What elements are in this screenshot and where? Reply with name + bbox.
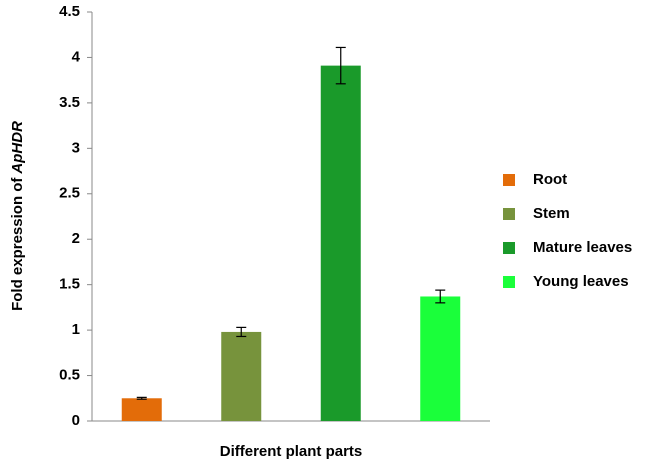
y-axis-label-text: Fold expression of <box>9 177 26 311</box>
legend-label: Mature leaves <box>533 239 632 256</box>
y-tick-label: 4.5 <box>59 3 80 20</box>
y-tick-label: 4 <box>72 48 81 65</box>
legend-label: Young leaves <box>533 273 629 290</box>
legend-label: Stem <box>533 205 570 222</box>
y-tick-label: 2.5 <box>59 185 80 202</box>
legend-swatch <box>503 242 515 254</box>
bar <box>320 65 361 421</box>
y-tick-label: 1.5 <box>59 276 80 293</box>
legend-swatch <box>503 208 515 220</box>
y-tick-label: 0 <box>72 412 80 429</box>
legend-swatch <box>503 276 515 288</box>
y-tick-label: 3.5 <box>59 94 80 111</box>
y-tick-label: 0.5 <box>59 367 80 384</box>
bar <box>420 296 461 421</box>
y-tick-label: 2 <box>72 230 80 247</box>
legend-swatch <box>503 174 515 186</box>
y-axis-label: Fold expression of ApHDR <box>9 121 26 311</box>
bar <box>221 331 262 421</box>
y-tick-label: 3 <box>72 139 80 156</box>
y-axis-label-gene: ApHDR <box>9 121 26 175</box>
legend-label: Root <box>533 171 567 188</box>
y-tick-label: 1 <box>72 321 80 338</box>
x-axis-label: Different plant parts <box>220 443 363 460</box>
bar <box>121 398 162 421</box>
